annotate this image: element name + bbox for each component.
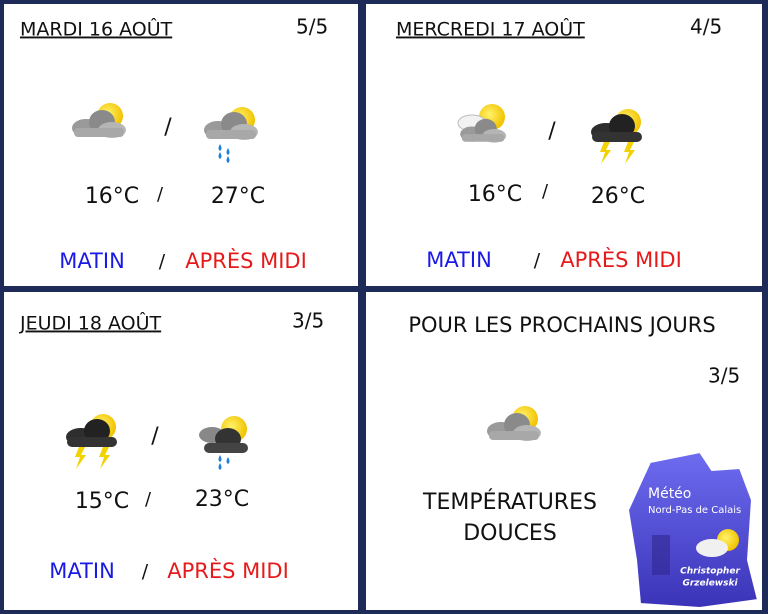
logo-title: Météo: [648, 486, 691, 502]
logo-author: Grzelewski: [682, 579, 738, 589]
rating: 5/5: [296, 15, 328, 39]
panel: [366, 4, 762, 286]
rating: 4/5: [690, 15, 722, 39]
separator: /: [157, 184, 164, 205]
logo-subtitle: Nord-Pas de Calais: [648, 505, 741, 516]
morning-label: MATIN: [59, 249, 125, 273]
outlook-title: POUR LES PROCHAINS JOURS: [408, 313, 715, 337]
temperature: 16°C: [468, 182, 522, 207]
panel: [4, 292, 358, 610]
separator: /: [164, 115, 172, 140]
temperature: 15°C: [75, 489, 129, 514]
rating: 3/5: [292, 309, 324, 333]
panel: [4, 4, 358, 286]
temperature: 16°C: [85, 184, 139, 209]
temperature: 23°C: [195, 487, 249, 512]
logo: Météo Nord-Pas de Calais Christopher Grz…: [626, 450, 760, 610]
separator: /: [534, 250, 541, 272]
rating: 3/5: [708, 364, 740, 388]
separator: /: [159, 251, 166, 273]
separator: /: [151, 424, 159, 449]
outlook-text: DOUCES: [463, 521, 557, 546]
logo-author: Christopher: [680, 567, 740, 577]
separator: /: [542, 181, 549, 202]
afternoon-label: APRÈS MIDI: [185, 248, 307, 273]
separator: /: [548, 119, 556, 144]
separator: /: [145, 489, 152, 510]
day-title: JEUDI 18 AOÛT: [19, 311, 162, 335]
separator: /: [142, 561, 149, 583]
morning-label: MATIN: [426, 248, 492, 272]
day-title: MARDI 16 AOÛT: [20, 17, 173, 41]
temperature: 26°C: [591, 184, 645, 209]
outlook-text: TEMPÉRATURES: [422, 489, 597, 515]
temperature: 27°C: [211, 184, 265, 209]
morning-label: MATIN: [49, 559, 115, 583]
afternoon-label: APRÈS MIDI: [560, 247, 682, 272]
afternoon-label: APRÈS MIDI: [167, 558, 289, 583]
day-title: MERCREDI 17 AOÛT: [396, 17, 585, 41]
